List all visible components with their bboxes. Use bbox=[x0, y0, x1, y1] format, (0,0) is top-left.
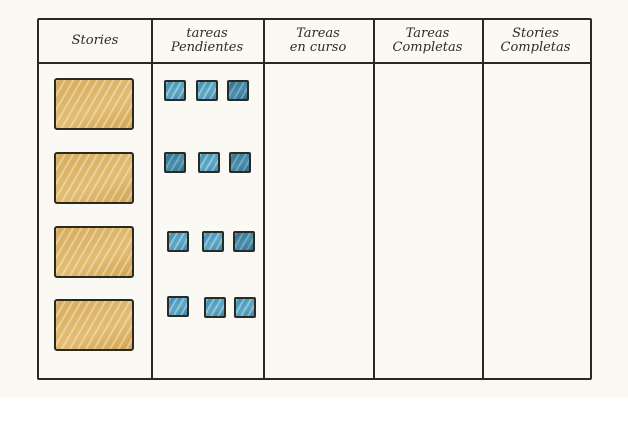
task-card[interactable] bbox=[164, 152, 186, 173]
header-line-1: Tareas bbox=[405, 26, 450, 41]
header-line-1: tareas bbox=[186, 26, 228, 41]
story-card[interactable] bbox=[54, 152, 134, 204]
story-card[interactable] bbox=[54, 226, 134, 278]
paper-background: Stories tareas Pendientes Tareas en curs… bbox=[0, 0, 628, 398]
column-header-tareas-en-curso: Tareas en curso bbox=[263, 20, 373, 62]
column-header-tareas-completas: Tareas Completas bbox=[373, 20, 482, 62]
kanban-board: Stories tareas Pendientes Tareas en curs… bbox=[37, 18, 592, 380]
task-card[interactable] bbox=[233, 231, 255, 252]
column-divider bbox=[373, 20, 375, 378]
story-card[interactable] bbox=[54, 78, 134, 130]
column-header-tareas-pendientes: tareas Pendientes bbox=[151, 20, 263, 62]
header-line-2: Completas bbox=[500, 40, 571, 55]
header-line-1: Tareas bbox=[296, 26, 340, 41]
task-card[interactable] bbox=[204, 297, 226, 318]
column-header-stories-completas: Stories Completas bbox=[482, 20, 589, 62]
task-card[interactable] bbox=[167, 231, 189, 252]
column-divider bbox=[263, 20, 265, 378]
header-divider bbox=[39, 62, 590, 64]
task-card[interactable] bbox=[234, 297, 256, 318]
column-divider bbox=[482, 20, 484, 378]
column-header-stories: Stories bbox=[39, 20, 151, 62]
header-line-1: Stories bbox=[512, 26, 559, 41]
story-card[interactable] bbox=[54, 299, 134, 351]
header-line-1: Stories bbox=[71, 33, 119, 48]
header-line-2: Completas bbox=[392, 40, 463, 55]
task-card[interactable] bbox=[164, 80, 186, 101]
task-card[interactable] bbox=[167, 296, 189, 317]
header-line-2: en curso bbox=[289, 40, 347, 55]
task-card[interactable] bbox=[196, 80, 218, 101]
column-divider bbox=[151, 20, 153, 378]
task-card[interactable] bbox=[202, 231, 224, 252]
header-line-2: Pendientes bbox=[170, 40, 244, 55]
task-card[interactable] bbox=[227, 80, 249, 101]
task-card[interactable] bbox=[198, 152, 220, 173]
task-card[interactable] bbox=[229, 152, 251, 173]
